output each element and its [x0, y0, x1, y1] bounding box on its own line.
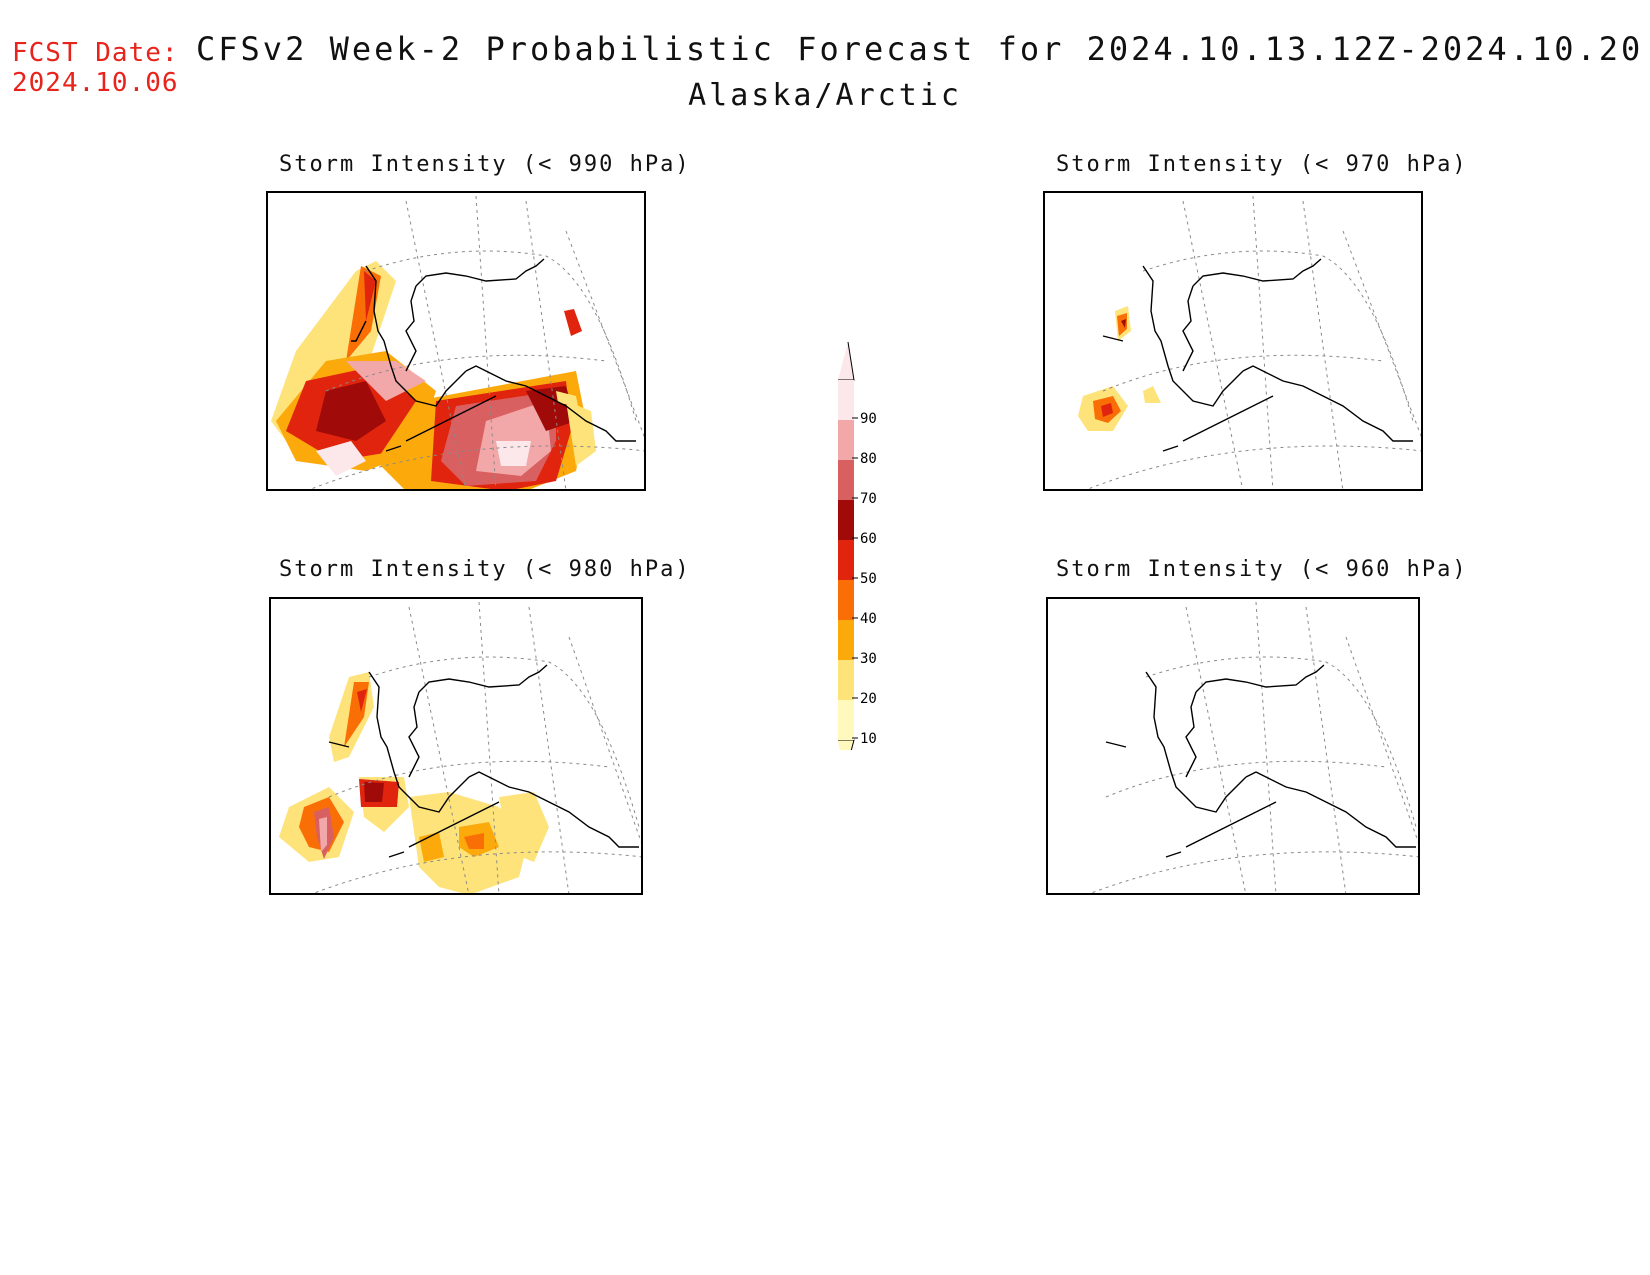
colorbar-tick-label: 40 — [860, 611, 877, 627]
probability-field-970 — [1078, 306, 1161, 431]
coastline-960 — [1105, 664, 1416, 858]
grid-lines-970 — [1082, 195, 1423, 491]
colorbar-tick-label: 20 — [860, 691, 877, 707]
grid-lines-990 — [305, 195, 646, 491]
map-frame-960 — [1046, 597, 1420, 895]
map-frame-980 — [269, 597, 643, 895]
panel-title-970: Storm Intensity (< 970 hPa) — [1056, 152, 1468, 177]
panel-title-980: Storm Intensity (< 980 hPa) — [279, 557, 691, 582]
grid-lines-960 — [1085, 601, 1420, 895]
colorbar-swatch — [838, 540, 854, 580]
map-frame-990 — [266, 191, 646, 491]
colorbar-top-cap — [838, 341, 855, 381]
colorbar-swatch — [838, 500, 854, 540]
coastline-980 — [328, 664, 639, 858]
figure-title: CFSv2 Week-2 Probabilistic Forecast for … — [196, 30, 1650, 68]
colorbar-tick-label: 70 — [860, 491, 877, 507]
probability-field-990 — [271, 261, 596, 491]
map-panel-960 — [1046, 597, 1420, 895]
colorbar-bottom-cap — [838, 739, 855, 750]
colorbar-tick-label: 30 — [860, 651, 877, 667]
map-frame-970 — [1043, 191, 1423, 491]
probability-field-980 — [279, 672, 549, 895]
figure-region: Alaska/Arctic — [688, 78, 962, 113]
colorbar-swatch — [838, 660, 854, 700]
colorbar: 10 20 30 40 50 60 70 80 90 — [838, 341, 877, 750]
coastline-970 — [1102, 258, 1413, 452]
colorbar-swatch — [838, 620, 854, 660]
map-panel-970 — [1043, 191, 1423, 491]
colorbar-swatch — [838, 580, 854, 620]
map-panel-990 — [266, 191, 646, 491]
panel-title-960: Storm Intensity (< 960 hPa) — [1056, 557, 1468, 582]
fcst-date-label: FCST Date: — [12, 38, 179, 68]
panel-title-990: Storm Intensity (< 990 hPa) — [279, 152, 691, 177]
colorbar-swatch — [838, 700, 854, 740]
fcst-date-value: 2024.10.06 — [12, 68, 179, 98]
colorbar-swatch — [838, 420, 854, 460]
fcst-date-block: FCST Date: 2024.10.06 — [12, 38, 179, 98]
colorbar-tick-label: 50 — [860, 571, 877, 587]
colorbar-tick-label: 90 — [860, 411, 877, 427]
coastline-990 — [351, 258, 636, 452]
map-panel-980 — [269, 597, 643, 895]
colorbar-tick-label: 60 — [860, 531, 877, 547]
colorbar-swatch — [838, 460, 854, 500]
colorbar-tick-label: 10 — [860, 731, 877, 747]
colorbar-swatch — [838, 380, 854, 420]
grid-lines-980 — [308, 601, 643, 895]
colorbar-tick-label: 80 — [860, 451, 877, 467]
